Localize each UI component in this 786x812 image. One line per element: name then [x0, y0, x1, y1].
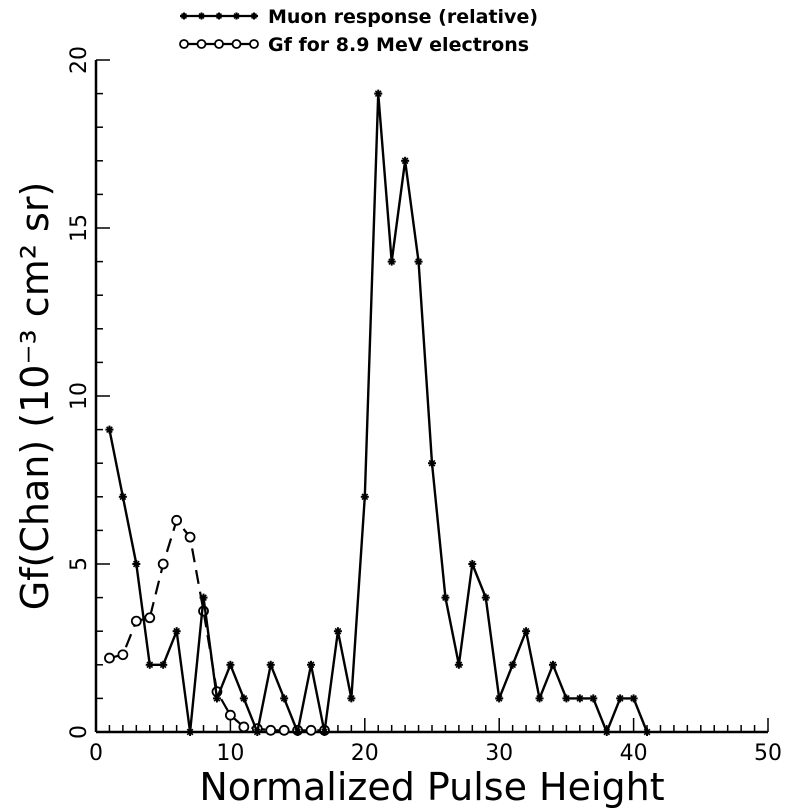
muon-point: [548, 660, 557, 669]
muon-point: [441, 593, 450, 602]
x-tick-label: 20: [351, 741, 379, 766]
muon-point: [253, 728, 262, 736]
muon-point: [186, 728, 195, 736]
muon-point: [481, 593, 490, 602]
muon-point: [589, 694, 598, 703]
legend-electron-marker: [179, 39, 189, 49]
muon-point: [226, 660, 235, 669]
legend-muon-marker: [250, 12, 258, 20]
x-tick-label: 40: [620, 741, 648, 766]
muon-point: [535, 694, 544, 703]
electron-point: [278, 724, 290, 736]
electron-point: [265, 724, 277, 736]
electron-point: [224, 709, 236, 721]
muon-point: [159, 660, 168, 669]
muon-point: [266, 660, 275, 669]
legend-entry-electron: Gf for 8.9 MeV electrons: [179, 34, 529, 56]
muon-point: [495, 694, 504, 703]
legend-electron-marker: [249, 39, 259, 49]
y-tick-labels: 0 5 10 15 20: [67, 46, 92, 739]
legend-muon-marker: [233, 12, 240, 20]
x-tick-label: 10: [216, 741, 244, 766]
legend-entry-muon: Muon response (relative): [180, 6, 538, 28]
muon-point: [562, 694, 571, 703]
electron-point: [184, 531, 196, 543]
y-tick-label: 5: [67, 557, 92, 571]
muon-point: [145, 660, 154, 669]
muon-point: [374, 89, 383, 98]
muon-point: [616, 694, 625, 703]
legend-muon-sample: [180, 12, 258, 20]
muon-point: [401, 156, 410, 165]
muon-point: [212, 694, 221, 703]
x-tick-label: 50: [754, 741, 782, 766]
electron-point: [144, 612, 156, 624]
legend-electron-marker: [214, 39, 224, 49]
muon-point: [508, 660, 517, 669]
muon-point: [629, 694, 638, 703]
muon-point: [428, 459, 436, 468]
muon-point: [280, 694, 289, 703]
muon-point: [360, 492, 369, 501]
electron-point: [117, 649, 129, 661]
muon-point: [132, 560, 141, 568]
y-ticks: [96, 59, 110, 733]
muon-point: [414, 257, 423, 266]
legend-muon-marker: [180, 12, 188, 20]
legend-electron-label: Gf for 8.9 MeV electrons: [268, 34, 529, 56]
legend-electron-sample: [179, 39, 259, 49]
muon-point: [320, 728, 329, 736]
muon-point: [239, 694, 248, 703]
electron-point: [157, 558, 169, 570]
muon-point: [105, 425, 114, 434]
muon-point: [199, 593, 208, 602]
muon-point: [333, 627, 342, 636]
legend: Muon response (relative) Gf for 8.9 MeV …: [179, 6, 538, 56]
muon-point: [643, 728, 652, 736]
muon-point: [293, 728, 302, 736]
muon-point: [522, 627, 531, 636]
y-axis-label: Gf(Chan) (10⁻³ cm² sr): [13, 182, 57, 611]
x-ticks: [95, 718, 769, 732]
muon-line: [108, 93, 649, 737]
y-tick-label: 15: [67, 214, 92, 242]
x-tick-label: 0: [89, 741, 103, 766]
muon-point: [454, 660, 463, 669]
y-tick-label: 0: [67, 725, 92, 739]
muon-point: [575, 694, 584, 703]
muon-point: [307, 660, 316, 669]
x-tick-labels: 0 10 20 30 40 50: [89, 741, 782, 766]
axes: [94, 60, 768, 734]
legend-muon-marker: [198, 12, 205, 20]
muon-point: [347, 694, 356, 703]
electron-point: [305, 724, 317, 736]
muon-point: [468, 560, 477, 568]
legend-electron-marker: [231, 39, 242, 49]
muon-point: [387, 257, 396, 266]
x-axis-label: Normalized Pulse Height: [199, 765, 664, 809]
electron-point: [130, 615, 142, 627]
muon-point: [118, 492, 127, 501]
legend-electron-marker: [196, 39, 207, 49]
electron-point: [171, 514, 183, 526]
electron-point: [238, 721, 250, 733]
electron-point: [104, 652, 115, 664]
y-tick-label: 10: [67, 382, 92, 410]
legend-muon-marker: [215, 12, 223, 20]
legend-muon-label: Muon response (relative): [268, 6, 538, 28]
series-muon: [105, 89, 652, 737]
x-tick-label: 30: [485, 741, 513, 766]
y-tick-label: 20: [67, 46, 92, 74]
muon-point: [172, 627, 181, 636]
muon-point: [602, 728, 611, 736]
